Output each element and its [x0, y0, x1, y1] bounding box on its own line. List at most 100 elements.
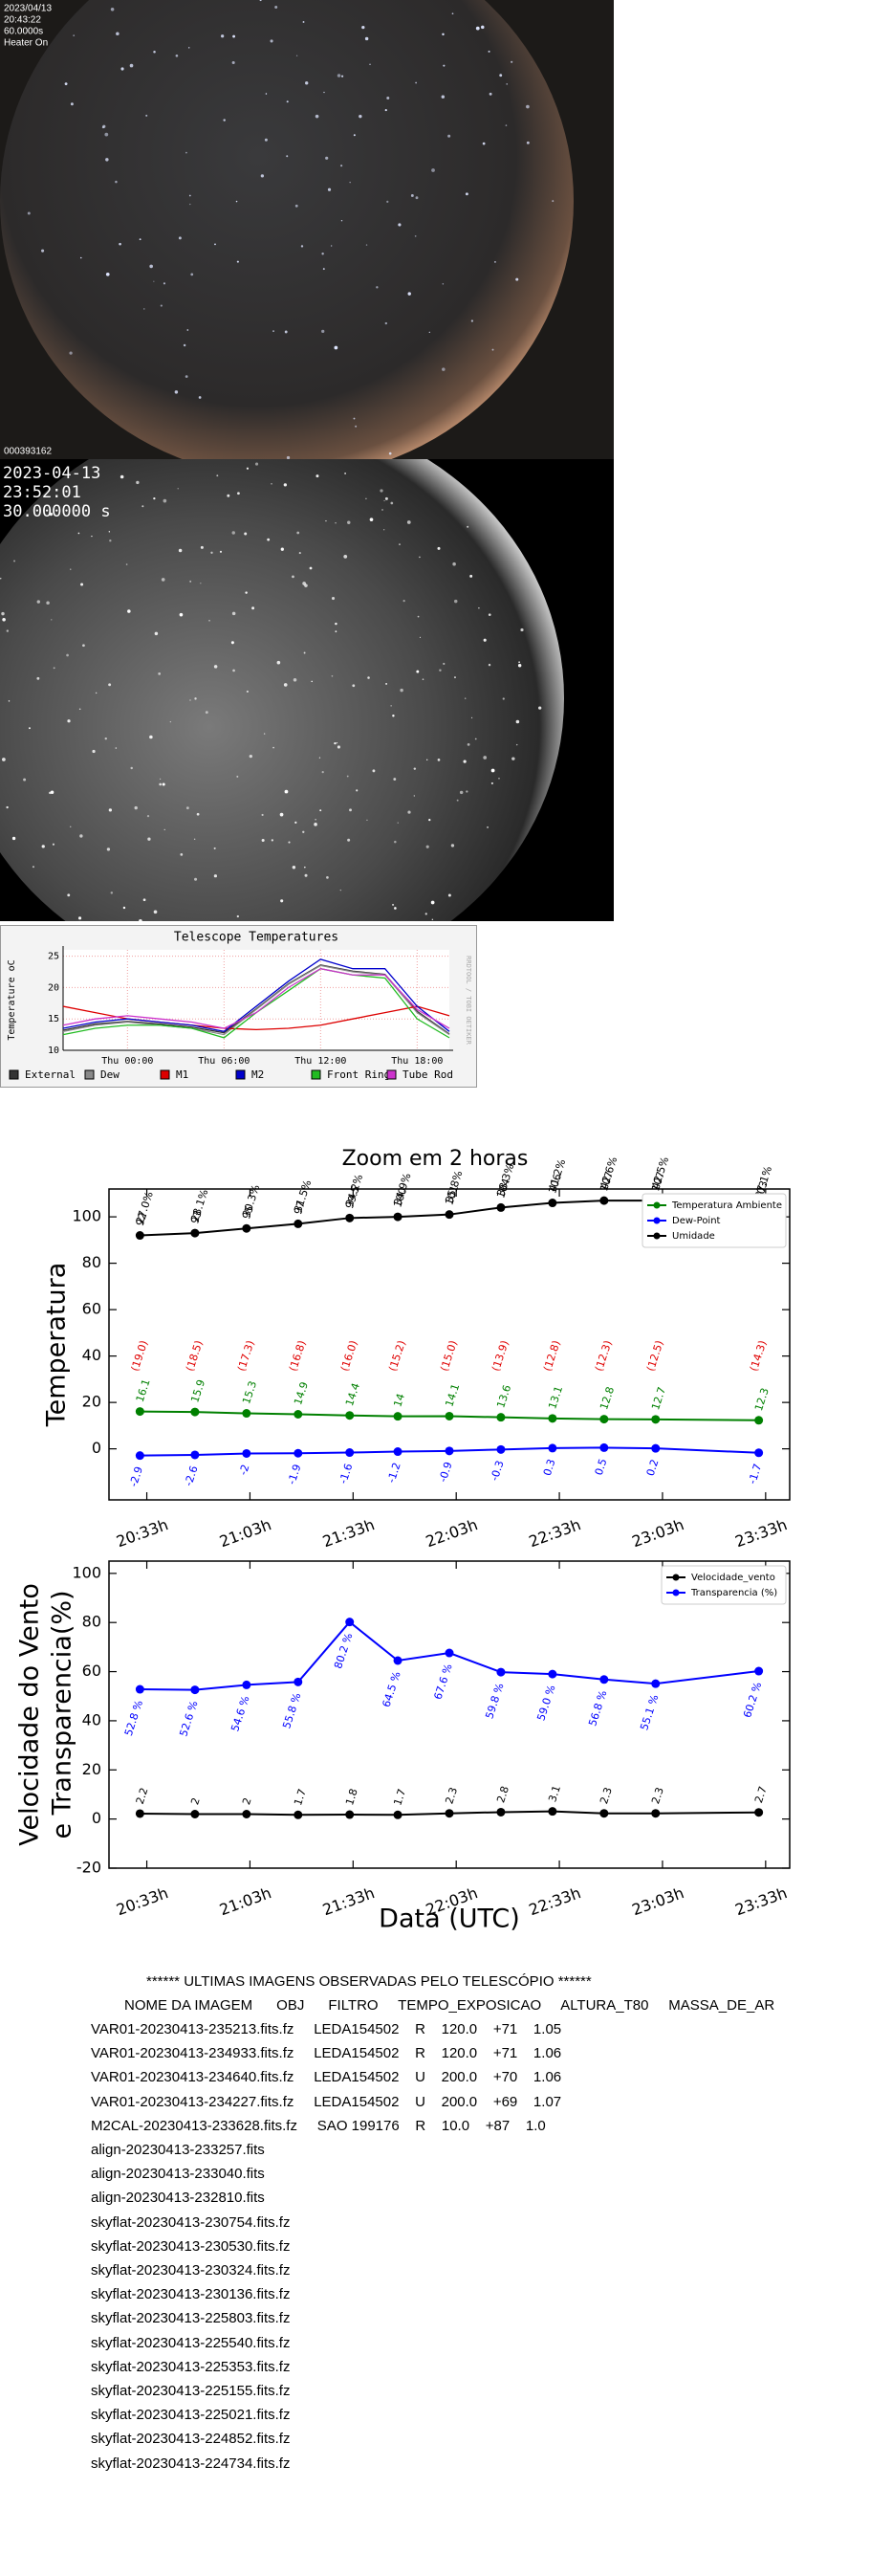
star: [231, 531, 235, 535]
point: [496, 1444, 506, 1454]
series-line: [62, 958, 450, 1033]
star: [526, 104, 530, 109]
legend-label: Dew-Point: [672, 1216, 721, 1226]
star: [302, 582, 306, 585]
star: [467, 525, 469, 528]
y-tick-label: 20: [82, 1760, 101, 1778]
data-label: 1.8: [343, 1787, 360, 1807]
star: [442, 282, 445, 285]
star: [41, 845, 45, 848]
star: [279, 812, 284, 817]
star: [331, 674, 334, 677]
star: [488, 663, 491, 667]
star: [263, 733, 266, 735]
y-axis-label: e Transparencia(%): [48, 1590, 77, 1838]
point: [445, 1210, 454, 1220]
star: [447, 134, 451, 138]
star: [106, 848, 111, 851]
star: [163, 498, 167, 503]
star: [189, 699, 191, 701]
star: [205, 711, 208, 715]
star: [189, 203, 191, 206]
star: [489, 92, 492, 96]
star: [153, 280, 155, 282]
star: [518, 661, 520, 664]
star: [321, 329, 325, 334]
star: [451, 12, 454, 15]
star: [304, 873, 308, 877]
y-tick-label: 80: [82, 1253, 101, 1271]
obs-row: skyflat-20230413-224734.fits.fz: [91, 2455, 291, 2472]
point: [548, 1443, 557, 1453]
star: [261, 813, 264, 817]
x-tick-label: 23:33h: [732, 1515, 789, 1551]
point: [190, 1450, 200, 1460]
star: [70, 568, 72, 570]
data-label: 2.3: [443, 1786, 460, 1806]
y-tick-label: 10: [48, 1046, 59, 1056]
star: [139, 238, 141, 241]
star: [36, 676, 40, 680]
star: [104, 737, 107, 740]
star: [390, 501, 394, 505]
point: [135, 1684, 144, 1694]
star: [69, 351, 73, 355]
data-label: -2.6: [183, 1464, 201, 1487]
star: [305, 81, 309, 85]
star: [141, 505, 144, 508]
star: [153, 910, 158, 914]
star: [283, 683, 288, 687]
star: [334, 741, 337, 745]
star: [383, 529, 385, 531]
legend-label: External: [25, 1068, 76, 1081]
point: [445, 1648, 454, 1658]
legend-swatch: [386, 1069, 397, 1080]
point: [242, 1223, 251, 1233]
point: [651, 1415, 661, 1424]
star: [272, 330, 274, 333]
star: [490, 782, 493, 784]
star: [159, 778, 162, 780]
data-label: -1.9: [285, 1463, 303, 1486]
star: [175, 54, 179, 57]
chart-title: Zoom em 2 horas: [342, 1147, 529, 1171]
star: [108, 808, 113, 812]
series-line: [140, 1446, 759, 1457]
data-label: 107: [649, 1170, 667, 1193]
star: [41, 249, 45, 253]
legend-label: Tube Rod: [402, 1068, 453, 1081]
x-tick-label: 22:33h: [527, 1515, 583, 1551]
overlay-time: 20:43:22: [4, 15, 41, 26]
star: [246, 690, 249, 694]
star: [8, 700, 11, 702]
star: [428, 331, 430, 333]
annotation: 42.5%: [649, 1156, 671, 1191]
data-label: 1.7: [391, 1787, 408, 1807]
star: [315, 819, 316, 821]
star: [315, 114, 319, 119]
legend-label: Front Ring: [327, 1068, 390, 1081]
point: [345, 1213, 355, 1222]
star: [294, 821, 297, 824]
star: [442, 367, 446, 371]
star: [394, 840, 397, 844]
star: [244, 532, 248, 536]
data-label: 14: [391, 1392, 407, 1408]
star: [365, 497, 367, 500]
star: [70, 102, 74, 106]
star: [369, 63, 371, 66]
star: [467, 742, 470, 746]
star: [143, 308, 145, 310]
star: [381, 509, 383, 511]
data-label: 106: [546, 1172, 564, 1195]
y-tick-label: 20: [48, 982, 59, 993]
star: [83, 504, 85, 507]
star: [331, 245, 333, 247]
y-tick-label: 20: [82, 1393, 101, 1411]
obs-row: skyflat-20230413-225155.fits.fz: [91, 2383, 291, 2399]
data-label: -2.9: [127, 1465, 145, 1488]
star: [231, 611, 236, 616]
point: [294, 1810, 303, 1819]
star: [366, 819, 368, 821]
